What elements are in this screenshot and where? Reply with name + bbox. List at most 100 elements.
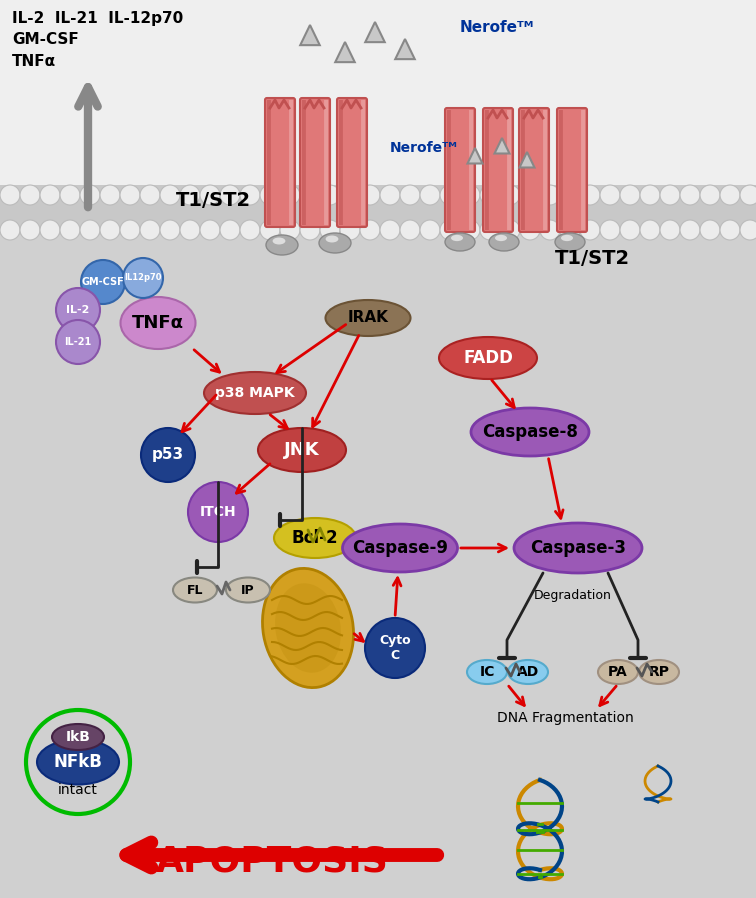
Ellipse shape xyxy=(258,428,346,472)
Ellipse shape xyxy=(274,518,356,558)
Ellipse shape xyxy=(514,523,642,573)
FancyBboxPatch shape xyxy=(559,110,563,230)
FancyBboxPatch shape xyxy=(485,110,489,230)
FancyBboxPatch shape xyxy=(339,100,343,225)
Polygon shape xyxy=(395,39,415,59)
Text: IC: IC xyxy=(479,665,494,679)
Ellipse shape xyxy=(639,660,679,684)
Ellipse shape xyxy=(52,724,104,750)
Text: TNFα: TNFα xyxy=(12,55,56,69)
Text: GM-CSF: GM-CSF xyxy=(12,32,79,48)
Text: JNK: JNK xyxy=(284,441,320,459)
Ellipse shape xyxy=(561,235,573,242)
Ellipse shape xyxy=(173,577,217,603)
Text: IL-21: IL-21 xyxy=(64,337,91,347)
Circle shape xyxy=(260,220,280,240)
Text: Nerofeᵀᴹ: Nerofeᵀᴹ xyxy=(460,21,534,36)
Text: IRAK: IRAK xyxy=(348,311,389,325)
Circle shape xyxy=(100,220,120,240)
FancyBboxPatch shape xyxy=(289,100,293,225)
Text: T1/ST2: T1/ST2 xyxy=(175,190,250,209)
Circle shape xyxy=(40,185,60,205)
Circle shape xyxy=(640,185,660,205)
Text: intact: intact xyxy=(58,783,98,797)
Text: IkB: IkB xyxy=(66,730,91,744)
Circle shape xyxy=(220,220,240,240)
Ellipse shape xyxy=(439,337,537,379)
Circle shape xyxy=(720,185,740,205)
Circle shape xyxy=(380,185,400,205)
Circle shape xyxy=(520,185,540,205)
Ellipse shape xyxy=(326,235,339,242)
Ellipse shape xyxy=(495,235,507,242)
Circle shape xyxy=(140,185,160,205)
FancyBboxPatch shape xyxy=(469,110,473,230)
Circle shape xyxy=(480,185,500,205)
Ellipse shape xyxy=(226,577,270,603)
Text: ITCH: ITCH xyxy=(200,505,237,519)
FancyBboxPatch shape xyxy=(337,98,367,227)
Circle shape xyxy=(200,220,220,240)
Circle shape xyxy=(400,185,420,205)
Circle shape xyxy=(500,185,520,205)
Text: IL12p70: IL12p70 xyxy=(124,274,162,283)
Circle shape xyxy=(280,185,300,205)
Circle shape xyxy=(360,220,380,240)
Ellipse shape xyxy=(273,237,286,244)
FancyBboxPatch shape xyxy=(265,98,295,227)
FancyBboxPatch shape xyxy=(445,108,475,232)
Circle shape xyxy=(320,185,340,205)
Circle shape xyxy=(680,220,700,240)
Text: IL-2  IL-21  IL-12p70: IL-2 IL-21 IL-12p70 xyxy=(12,11,183,25)
Text: p53: p53 xyxy=(152,447,184,462)
Circle shape xyxy=(300,185,320,205)
Ellipse shape xyxy=(467,660,507,684)
FancyBboxPatch shape xyxy=(324,100,328,225)
Ellipse shape xyxy=(262,568,354,688)
Circle shape xyxy=(0,185,20,205)
Circle shape xyxy=(660,185,680,205)
Circle shape xyxy=(640,220,660,240)
FancyBboxPatch shape xyxy=(300,98,330,227)
Circle shape xyxy=(81,260,125,304)
Circle shape xyxy=(400,220,420,240)
Circle shape xyxy=(500,220,520,240)
Circle shape xyxy=(120,220,140,240)
Circle shape xyxy=(540,220,560,240)
Circle shape xyxy=(80,185,100,205)
Circle shape xyxy=(200,185,220,205)
Ellipse shape xyxy=(326,300,411,336)
Circle shape xyxy=(123,258,163,298)
Circle shape xyxy=(440,220,460,240)
Circle shape xyxy=(60,185,80,205)
Circle shape xyxy=(300,220,320,240)
Circle shape xyxy=(420,220,440,240)
Ellipse shape xyxy=(471,408,589,456)
FancyBboxPatch shape xyxy=(447,110,451,230)
Ellipse shape xyxy=(120,297,196,349)
Circle shape xyxy=(580,185,600,205)
FancyBboxPatch shape xyxy=(519,108,549,232)
FancyBboxPatch shape xyxy=(483,108,513,232)
Circle shape xyxy=(340,220,360,240)
Polygon shape xyxy=(467,148,482,163)
Circle shape xyxy=(440,185,460,205)
Circle shape xyxy=(420,185,440,205)
Circle shape xyxy=(700,220,720,240)
FancyBboxPatch shape xyxy=(521,110,525,230)
Text: PA: PA xyxy=(608,665,628,679)
Circle shape xyxy=(340,185,360,205)
Ellipse shape xyxy=(508,660,548,684)
Ellipse shape xyxy=(451,235,463,242)
Circle shape xyxy=(560,185,580,205)
Circle shape xyxy=(260,185,280,205)
FancyBboxPatch shape xyxy=(0,235,756,898)
Circle shape xyxy=(140,220,160,240)
Circle shape xyxy=(20,185,40,205)
Ellipse shape xyxy=(342,524,457,572)
Circle shape xyxy=(56,288,100,332)
FancyBboxPatch shape xyxy=(581,110,585,230)
Ellipse shape xyxy=(319,233,351,253)
Circle shape xyxy=(141,428,195,482)
Circle shape xyxy=(365,618,425,678)
